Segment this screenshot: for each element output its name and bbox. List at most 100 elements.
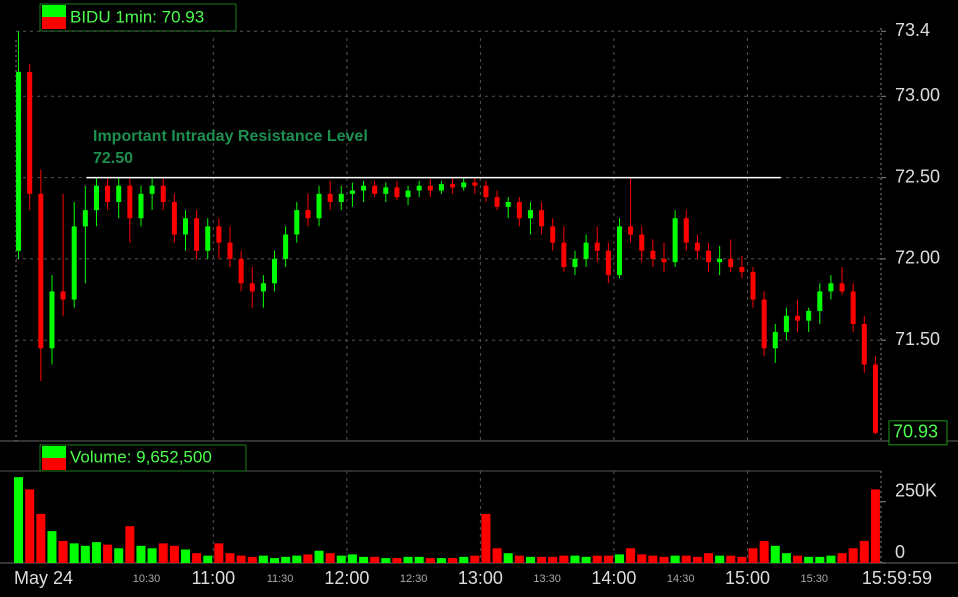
volume-bar [570,555,580,563]
candle-body [105,185,111,202]
candle-body [706,250,712,263]
candle-body [561,242,567,268]
candle-body [394,187,400,198]
volume-bar [826,555,836,563]
volume-bar [14,477,24,563]
candle-body [27,71,33,194]
candle-body [761,299,767,349]
x-tick-label: 15:30 [800,573,828,585]
volume-bar [781,553,791,563]
candle-body [171,201,177,235]
volume-bar [247,556,257,563]
x-tick-label: 12:00 [324,568,369,588]
candle-body [138,193,144,219]
y-tick-label: 0 [895,542,905,562]
x-tick-label: 14:30 [667,573,695,585]
x-tick-label: 15:59:59 [862,568,932,588]
volume-bar [737,556,747,563]
legend-swatch-down [42,17,66,29]
volume-bar [848,548,858,563]
legend-swatch-up [42,5,66,17]
price-legend: BIDU 1min: 70.93 [70,7,204,26]
candle-body [38,193,44,349]
volume-bar [147,548,157,563]
y-tick-label: 73.4 [895,20,930,40]
candle-body [349,190,355,194]
candle-body [294,210,300,235]
candle-body [550,226,556,243]
volume-bar [325,553,335,563]
volume-bar [704,553,714,563]
volume-bar [114,548,124,563]
volume-bar [470,555,480,563]
x-tick-label: 11:00 [191,568,235,588]
volume-bar [870,489,880,563]
volume-bar [225,553,235,563]
x-tick-label: 13:00 [458,568,503,588]
candle-body [772,332,778,349]
volume-bar [793,555,803,563]
candle-body [82,210,88,227]
candle-body [272,258,278,284]
candle-body [205,226,211,251]
volume-bar [103,544,113,563]
y-tick-label: 71.50 [895,329,940,349]
candle-body [739,267,745,272]
candle-body [93,185,99,211]
candle-body [249,283,255,292]
volume-bar [859,540,869,563]
candle-body [750,271,756,300]
candle-body [505,201,511,207]
x-tick-label: 12:30 [400,573,428,585]
volume-bar [125,526,135,563]
volume-bar [425,558,435,563]
volume-bar [392,558,402,563]
volume-bar [659,556,669,563]
annotation-level: 72.50 [93,150,133,167]
volume-bar [347,554,357,563]
last-price-box [888,420,948,446]
volume-bar [414,556,424,563]
volume-bar [770,545,780,563]
x-tick-label: 11:30 [267,573,294,585]
candle-body [594,242,600,251]
volume-bar [381,558,391,563]
candle-body [372,185,378,194]
volume-legend-text: Volume: 9,652,500 [70,447,212,466]
volume-bar [481,513,491,563]
candle-body [416,185,422,191]
candle-body [728,258,734,268]
volume-bar [47,531,57,563]
x-tick-label: 10:30 [133,573,161,585]
volume-bar [36,513,46,563]
y-tick-label: 73.00 [895,85,940,105]
volume-bar [492,548,502,563]
candle-body [639,234,645,251]
candle-body [16,71,22,251]
volume-bar [403,556,413,563]
volume-bar [559,555,569,563]
candle-body [861,323,867,365]
candle-body [483,185,489,198]
candle-body [238,258,244,284]
volume-bar [91,542,101,563]
candle-body [616,226,622,276]
volume-bar [314,550,324,563]
candle-body [628,226,634,235]
candle-body [572,258,578,268]
candle-body [116,185,122,202]
candle-body [127,185,133,219]
candle-body [872,364,878,433]
last-price-label: 70.93 [893,422,938,442]
candle-body [605,250,611,276]
volume-bar [637,554,647,563]
legend-box [39,444,247,472]
legend-swatch-down [42,458,66,470]
volume-bar [804,556,814,563]
volume-bar [648,555,658,563]
volume-bar [236,555,246,563]
volume-bar [514,555,524,563]
